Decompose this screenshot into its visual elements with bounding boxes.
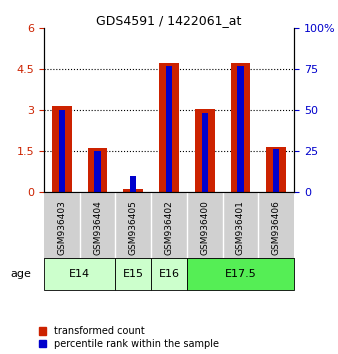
Text: GSM936404: GSM936404 <box>93 200 102 255</box>
Bar <box>123 189 143 192</box>
Bar <box>130 176 137 192</box>
Text: GSM936405: GSM936405 <box>129 200 138 255</box>
Text: GSM936401: GSM936401 <box>236 200 245 255</box>
Bar <box>58 110 65 192</box>
Bar <box>231 63 250 192</box>
Bar <box>52 106 72 192</box>
Text: GSM936403: GSM936403 <box>57 200 66 255</box>
Bar <box>273 149 280 192</box>
Bar <box>266 147 286 192</box>
Bar <box>88 148 107 192</box>
Text: age: age <box>10 269 31 279</box>
Bar <box>237 66 244 192</box>
Title: GDS4591 / 1422061_at: GDS4591 / 1422061_at <box>96 14 242 27</box>
FancyBboxPatch shape <box>187 257 294 290</box>
Bar <box>201 113 208 192</box>
Text: GSM936402: GSM936402 <box>165 200 173 255</box>
Bar <box>166 66 172 192</box>
Text: E15: E15 <box>123 269 144 279</box>
FancyBboxPatch shape <box>115 257 151 290</box>
Bar <box>94 151 101 192</box>
FancyBboxPatch shape <box>44 257 115 290</box>
Text: GSM936400: GSM936400 <box>200 200 209 255</box>
Text: E16: E16 <box>159 269 179 279</box>
Legend: transformed count, percentile rank within the sample: transformed count, percentile rank withi… <box>39 326 219 349</box>
Text: E17.5: E17.5 <box>224 269 256 279</box>
Bar <box>159 63 179 192</box>
Text: GSM936406: GSM936406 <box>272 200 281 255</box>
Text: E14: E14 <box>69 269 90 279</box>
Bar <box>195 109 215 192</box>
FancyBboxPatch shape <box>151 257 187 290</box>
